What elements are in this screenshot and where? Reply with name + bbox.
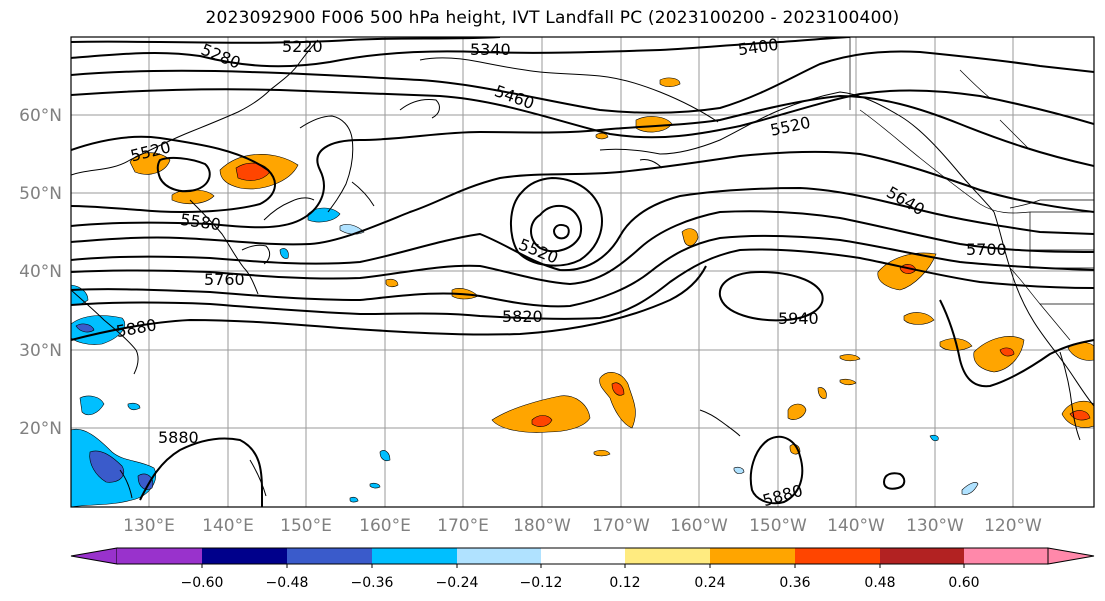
contour-label: 5880 bbox=[158, 428, 199, 447]
lat-label: 30°N bbox=[19, 341, 62, 361]
colorbar-tick-label: −0.12 bbox=[520, 575, 563, 591]
colorbar-bin bbox=[457, 548, 541, 564]
map-title: 2023092900 F006 500 hPa height, IVT Land… bbox=[205, 8, 900, 28]
contour-label: 5340 bbox=[470, 40, 511, 59]
colorbar-tick-label: 0.60 bbox=[948, 575, 979, 591]
contour-label: 5700 bbox=[966, 240, 1007, 259]
lon-label: 140°E bbox=[202, 516, 254, 536]
contour-label: 5580 bbox=[179, 210, 222, 234]
colorbar-bin bbox=[710, 548, 795, 564]
latitude-labels: 60°N 50°N 40°N 30°N 20°N bbox=[19, 106, 62, 439]
height-contours bbox=[71, 37, 1094, 507]
lon-label: 150°E bbox=[280, 516, 332, 536]
contour-label: 5400 bbox=[737, 35, 780, 59]
colorbar-tick-label: 0.24 bbox=[694, 575, 725, 591]
colorbar-bin bbox=[202, 548, 287, 564]
colorbar-tick-label: −0.24 bbox=[436, 575, 479, 591]
ivt-positive-patches bbox=[129, 77, 1094, 457]
colorbar-tick-label: −0.36 bbox=[351, 575, 394, 591]
colorbar-tick-label: 0.36 bbox=[779, 575, 810, 591]
colorbar-bin bbox=[372, 548, 457, 564]
contour-label: 5880 bbox=[760, 481, 804, 510]
colorbar-bin bbox=[117, 548, 202, 564]
colorbar: −0.60 −0.48 −0.36 −0.24 −0.12 0.12 0.24 … bbox=[70, 547, 1095, 591]
colorbar-extend-min bbox=[70, 547, 118, 565]
lon-label: 120°W bbox=[984, 516, 1042, 536]
contour-label: 5280 bbox=[198, 40, 243, 73]
lon-label: 130°W bbox=[906, 516, 964, 536]
colorbar-tick-label: −0.48 bbox=[266, 575, 309, 591]
plot-frame bbox=[70, 36, 1095, 508]
colorbar-bin bbox=[964, 548, 1048, 564]
colorbar-bin bbox=[625, 548, 710, 564]
lat-label: 60°N bbox=[19, 106, 62, 126]
lon-label: 150°W bbox=[749, 516, 807, 536]
lat-label: 20°N bbox=[19, 419, 62, 439]
lon-label: 170°W bbox=[592, 516, 650, 536]
lat-label: 40°N bbox=[19, 262, 62, 282]
colorbar-bin bbox=[880, 548, 964, 564]
lon-label: 180°W bbox=[513, 516, 571, 536]
lon-label: 130°E bbox=[123, 516, 175, 536]
coastlines bbox=[71, 39, 1094, 499]
lon-label: 160°E bbox=[359, 516, 411, 536]
longitude-labels: 130°E 140°E 150°E 160°E 170°E 180°W 170°… bbox=[123, 516, 1042, 536]
lon-label: 140°W bbox=[827, 516, 885, 536]
ivt-negative-patches bbox=[71, 207, 979, 507]
lon-label: 170°E bbox=[437, 516, 489, 536]
colorbar-extend-max bbox=[1047, 547, 1095, 565]
colorbar-tick-label: 0.12 bbox=[609, 575, 640, 591]
colorbar-tick-label: −0.60 bbox=[181, 575, 224, 591]
colorbar-bin bbox=[795, 548, 880, 564]
colorbar-bin bbox=[287, 548, 372, 564]
lat-label: 50°N bbox=[19, 184, 62, 204]
colorbar-bin bbox=[541, 548, 625, 564]
colorbar-tick-label: 0.48 bbox=[864, 575, 895, 591]
lon-label: 160°W bbox=[670, 516, 728, 536]
contour-label: 5820 bbox=[502, 307, 543, 326]
political-borders bbox=[849, 37, 1094, 341]
contour-label: 5640 bbox=[883, 182, 928, 219]
contour-label: 5760 bbox=[204, 270, 245, 289]
contour-label: 5940 bbox=[778, 309, 819, 328]
contour-label: 5220 bbox=[282, 37, 323, 56]
